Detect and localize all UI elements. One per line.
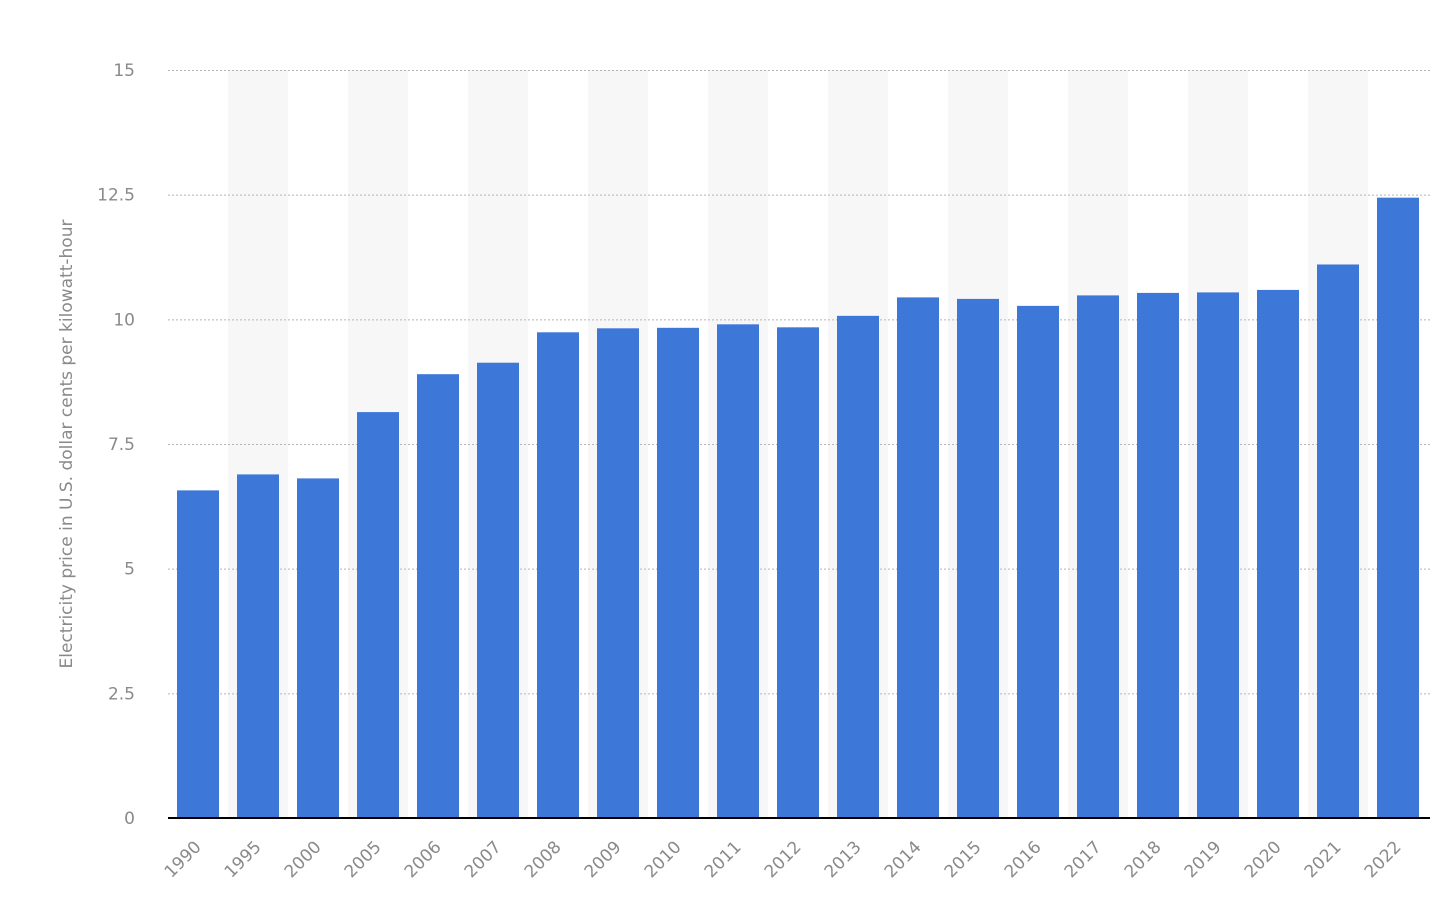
bar-2019[interactable] <box>1197 292 1239 818</box>
x-tick-label: 2015 <box>941 837 986 882</box>
x-tick-label: 2012 <box>761 837 806 882</box>
bar-2005[interactable] <box>357 412 399 818</box>
y-axis-ticks: 0 2.5 5 7.5 10 12.5 15 <box>97 61 135 829</box>
x-tick-label: 2006 <box>401 837 446 882</box>
x-tick-label: 2005 <box>341 837 386 882</box>
bars <box>177 197 1419 819</box>
bar-2011[interactable] <box>717 324 759 818</box>
x-tick-label: 1995 <box>221 837 266 882</box>
bar-2012[interactable] <box>777 327 819 818</box>
x-tick-label: 2011 <box>701 837 746 882</box>
y-tick-label: 10 <box>113 310 135 330</box>
bar-2010[interactable] <box>657 327 699 818</box>
x-tick-label: 2009 <box>581 837 626 882</box>
x-tick-label: 2008 <box>521 837 566 882</box>
y-tick-label: 5 <box>124 560 135 580</box>
x-tick-label: 2010 <box>641 837 686 882</box>
x-tick-label: 2020 <box>1241 837 1286 882</box>
x-tick-label: 1990 <box>161 837 206 882</box>
bar-2013[interactable] <box>837 315 879 818</box>
x-tick-label: 2021 <box>1301 837 1346 882</box>
x-tick-label: 2007 <box>461 837 506 882</box>
y-tick-label: 2.5 <box>108 684 135 704</box>
bar-2000[interactable] <box>297 478 339 818</box>
y-tick-label: 0 <box>124 809 135 829</box>
y-tick-label: 7.5 <box>108 435 135 455</box>
bar-2016[interactable] <box>1017 305 1059 818</box>
x-tick-label: 2019 <box>1181 837 1226 882</box>
bar-2018[interactable] <box>1137 292 1179 818</box>
bar-2006[interactable] <box>417 374 459 818</box>
bar-2014[interactable] <box>897 297 939 819</box>
y-axis-title: Electricity price in U.S. dollar cents p… <box>57 220 77 669</box>
x-tick-label: 2017 <box>1061 837 1106 882</box>
bar-2022[interactable] <box>1377 197 1419 818</box>
bar-2015[interactable] <box>957 298 999 818</box>
x-axis-ticks: 1990 1995 2000 2005 2006 2007 2008 2009 2010 2011… <box>161 837 1406 882</box>
x-tick-label: 2022 <box>1361 837 1406 882</box>
y-tick-label: 12.5 <box>97 186 135 206</box>
bar-2021[interactable] <box>1317 264 1359 819</box>
x-tick-label: 2014 <box>881 837 926 882</box>
x-tick-label: 2000 <box>281 837 326 882</box>
bar-2017[interactable] <box>1077 295 1119 818</box>
bar-1990[interactable] <box>177 490 219 818</box>
bar-2007[interactable] <box>477 362 519 818</box>
bar-1995[interactable] <box>237 474 279 818</box>
bar-2008[interactable] <box>537 332 579 818</box>
x-tick-label: 2016 <box>1001 837 1046 882</box>
y-tick-label: 15 <box>113 61 135 81</box>
bar-2020[interactable] <box>1257 289 1299 818</box>
x-tick-label: 2018 <box>1121 837 1166 882</box>
x-tick-label: 2013 <box>821 837 866 882</box>
bar-2009[interactable] <box>597 328 639 818</box>
